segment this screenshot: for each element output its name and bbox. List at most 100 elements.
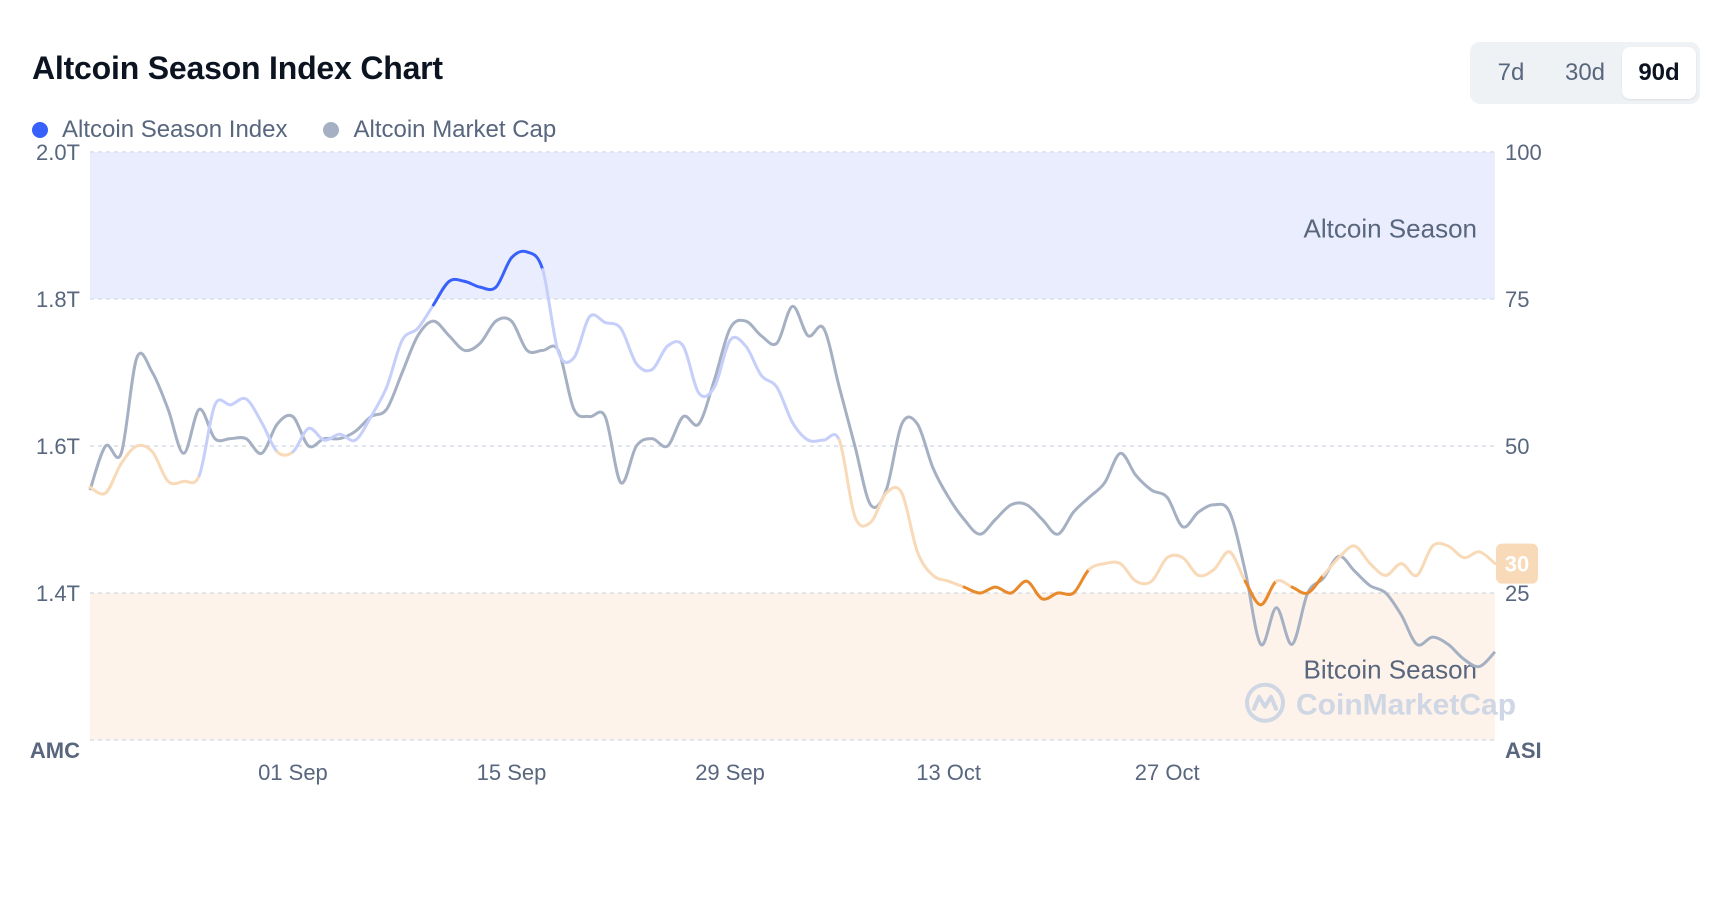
current-index-badge: 30 xyxy=(1496,543,1538,584)
index-line-segment xyxy=(822,433,841,442)
index-line-segment xyxy=(962,585,982,595)
index-line-segment xyxy=(1181,556,1200,577)
index-line-segment xyxy=(556,350,576,365)
x-axis-tick: 15 Sep xyxy=(477,760,547,785)
index-line-segment xyxy=(775,385,794,424)
index-line-segment xyxy=(88,485,108,496)
x-axis-tick: 29 Sep xyxy=(695,760,765,785)
index-line-segment xyxy=(197,403,217,477)
index-line-segment xyxy=(1446,544,1466,560)
index-line-segment xyxy=(1384,562,1403,577)
right-axis-tick: 100 xyxy=(1505,140,1542,165)
right-axis-label: ASI xyxy=(1505,738,1542,763)
index-line-segment xyxy=(1056,591,1075,597)
index-line-segment xyxy=(1368,562,1388,577)
legend-dot-market-cap xyxy=(323,122,340,138)
index-line-segment xyxy=(1462,550,1481,560)
series-altcoin-season-index xyxy=(88,249,1497,607)
time-range-selector: 7d 30d 90d xyxy=(1470,42,1700,104)
index-line-segment xyxy=(1150,556,1169,583)
index-line-segment xyxy=(307,426,326,442)
index-line-segment xyxy=(884,485,904,495)
index-line-segment xyxy=(260,421,279,454)
index-line-segment xyxy=(291,426,311,454)
x-axis-tick: 27 Oct xyxy=(1135,760,1200,785)
index-line-segment xyxy=(494,256,513,289)
index-line-segment xyxy=(619,326,638,366)
index-line-segment xyxy=(1165,553,1185,560)
index-line-segment xyxy=(728,335,748,348)
range-90d-button[interactable]: 90d xyxy=(1622,47,1696,99)
coinmarketcap-logo-mark-icon xyxy=(1252,694,1278,711)
index-line-segment xyxy=(1306,573,1325,595)
index-line-segment xyxy=(213,398,232,407)
index-line-segment xyxy=(915,550,935,577)
index-line-segment xyxy=(993,585,1013,595)
index-line-segment xyxy=(229,396,248,407)
left-axis-tick: 1.6T xyxy=(36,434,80,459)
legend-dot-index xyxy=(32,122,48,138)
index-line-segment xyxy=(806,438,826,443)
right-axis-tick: 50 xyxy=(1505,434,1529,459)
index-line-segment xyxy=(400,326,420,342)
index-line-segment xyxy=(947,579,966,589)
index-line-segment xyxy=(634,362,654,373)
index-line-segment xyxy=(759,373,779,389)
index-line-segment xyxy=(1212,550,1232,571)
index-line-segment xyxy=(275,450,295,457)
index-line-segment xyxy=(1134,579,1154,586)
right-axis-tick: 25 xyxy=(1505,581,1529,606)
index-line-segment xyxy=(166,479,186,486)
coinmarketcap-watermark: CoinMarketCap xyxy=(1245,682,1516,723)
index-line-segment xyxy=(791,421,810,442)
index-line-segment xyxy=(1072,568,1091,595)
index-line-segment xyxy=(1196,568,1216,578)
index-line-segment xyxy=(135,443,154,454)
left-axis-tick: 1.4T xyxy=(36,581,80,606)
left-axis-tick: 2.0T xyxy=(36,140,80,165)
index-line-segment xyxy=(978,585,997,595)
range-7d-button[interactable]: 7d xyxy=(1497,59,1525,86)
index-line-segment xyxy=(1103,560,1122,566)
index-line-segment xyxy=(353,415,373,442)
index-line-segment xyxy=(1087,562,1107,571)
index-line-segment xyxy=(1399,562,1419,578)
range-30d-button[interactable]: 30d xyxy=(1564,59,1606,86)
legend-item-altcoin-market-cap[interactable]: Altcoin Market Cap xyxy=(323,116,556,144)
right-axis: 25 50 75 100 ASI xyxy=(1505,140,1542,763)
index-line-segment xyxy=(697,385,716,399)
index-line-segment xyxy=(104,462,123,495)
current-index-badge-bg xyxy=(1496,543,1538,584)
altcoin-season-zone xyxy=(90,152,1495,299)
index-line-segment xyxy=(853,515,873,528)
index-line-segment xyxy=(588,313,607,324)
index-line-segment xyxy=(525,250,545,272)
bitcoin-season-label: Bitcoin Season xyxy=(1304,654,1477,684)
index-line-segment xyxy=(478,285,498,292)
grid-lines xyxy=(90,151,1495,741)
index-line-segment xyxy=(1431,541,1450,548)
current-index-badge-value: 30 xyxy=(1505,552,1529,577)
index-line-segment xyxy=(416,303,435,330)
index-line-segment xyxy=(931,573,951,583)
index-line-segment xyxy=(603,321,623,330)
index-line-segment xyxy=(1009,579,1029,595)
index-line-segment xyxy=(869,491,888,524)
index-line-segment xyxy=(1321,556,1341,577)
index-line-segment xyxy=(541,268,560,354)
index-line-segment xyxy=(1290,585,1310,595)
legend-item-altcoin-season-index[interactable]: Altcoin Season Index xyxy=(32,116,287,144)
index-line-segment xyxy=(681,344,701,395)
left-axis-tick: 1.8T xyxy=(36,287,80,312)
index-line-segment xyxy=(244,397,264,424)
right-axis-tick: 75 xyxy=(1505,287,1529,312)
index-line-segment xyxy=(1337,544,1356,560)
legend-label-market-cap: Altcoin Market Cap xyxy=(353,116,557,143)
index-line-segment xyxy=(1415,544,1435,577)
index-line-segment xyxy=(666,340,685,348)
index-line-segment xyxy=(650,344,670,372)
index-line-segment xyxy=(1477,550,1497,566)
chart-legend: Altcoin Season Index Altcoin Market Cap xyxy=(32,116,556,144)
x-axis-tick: 13 Oct xyxy=(916,760,981,785)
